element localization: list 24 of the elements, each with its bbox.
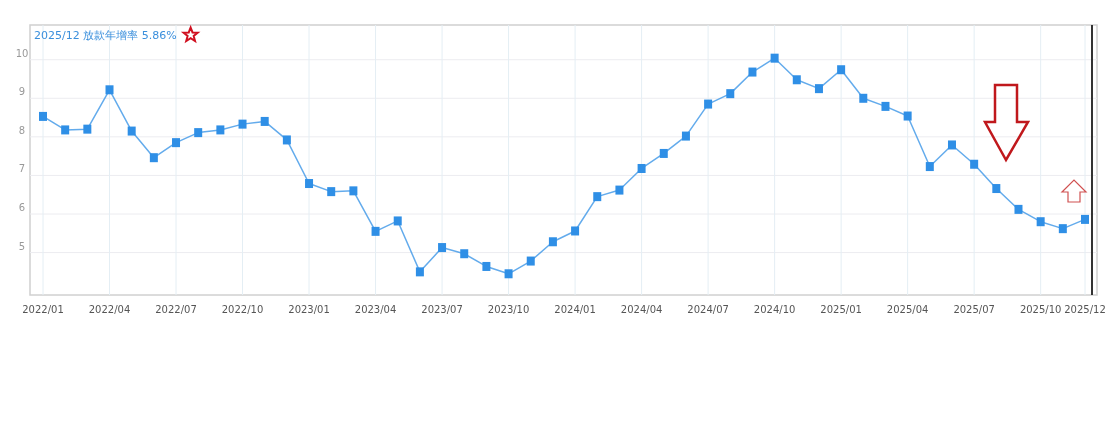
x-tick-label: 2022/01	[22, 304, 64, 315]
y-tick-label: 5	[18, 240, 26, 252]
x-tick-label: 2022/04	[88, 304, 131, 315]
x-tick-label: 2023/10	[487, 304, 530, 315]
x-tick-label: 2022/10	[221, 304, 264, 315]
x-tick-label: 2022/07	[155, 304, 197, 315]
x-tick-label: 2024/07	[687, 304, 729, 315]
x-tick-label: 2025/12	[1064, 304, 1106, 315]
y-tick-label: 9	[18, 86, 26, 98]
x-tick-label: 2024/01	[554, 304, 596, 315]
x-tick-label: 2023/01	[288, 304, 330, 315]
y-tick-label: 7	[18, 163, 26, 175]
y-tick-label: 6	[18, 202, 26, 213]
x-tick-label: 2023/04	[354, 304, 397, 315]
chart-title: 2025/12 放款年增率 5.86%	[34, 29, 177, 42]
x-tick-label: 2025/04	[886, 304, 929, 315]
x-tick-label: 2024/04	[620, 304, 663, 315]
x-tick-label: 2024/10	[753, 304, 796, 315]
x-tick-label: 2025/01	[820, 304, 862, 315]
y-tick-label: 10	[15, 47, 29, 59]
x-tick-label: 2025/10	[1019, 304, 1062, 315]
y-tick-label: 8	[18, 124, 26, 136]
x-tick-label: 2023/07	[421, 304, 463, 315]
x-tick-label: 2025/07	[953, 304, 995, 315]
